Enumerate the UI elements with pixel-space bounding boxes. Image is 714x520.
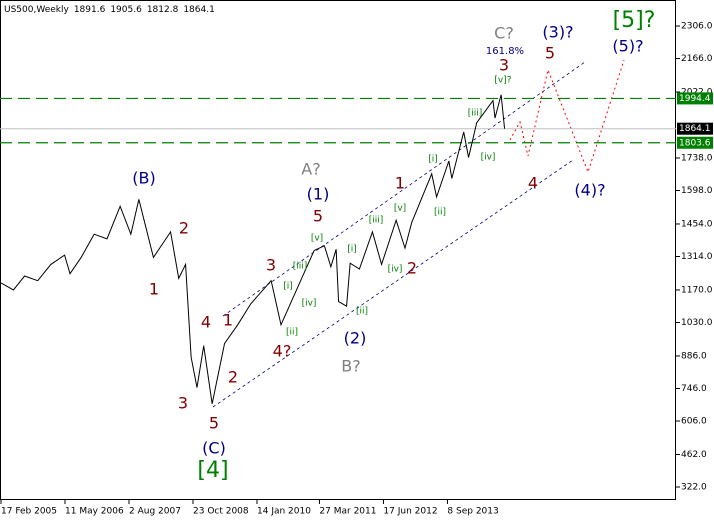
wave-label: [i] xyxy=(283,282,293,292)
wave-label: (C) xyxy=(202,439,226,458)
wave-label: 3 xyxy=(499,56,509,75)
wave-label: [i] xyxy=(347,245,357,255)
x-tick-label: 8 Sep 2013 xyxy=(447,507,498,517)
wave-label: (2) xyxy=(344,329,367,348)
y-tick-label: 1170.0 xyxy=(681,285,713,295)
y-tick-label: 462.0 xyxy=(681,450,707,460)
wave-label: [ii] xyxy=(286,328,298,338)
wave-label: A? xyxy=(301,160,320,179)
wave-label: [iv] xyxy=(481,153,496,163)
level-box xyxy=(677,122,713,135)
ohlc-value: 1891.6 xyxy=(74,5,106,15)
ohlc-value: 1812.8 xyxy=(147,5,179,15)
wave-label: [iii] xyxy=(293,262,308,272)
wave-label: 5 xyxy=(313,207,323,226)
x-tick-label: 2 Aug 2007 xyxy=(129,507,181,517)
y-tick-label: 1314.0 xyxy=(681,252,713,262)
wave-label: [5]? xyxy=(613,8,656,33)
level-label: 1803.6 xyxy=(679,138,711,148)
wave-label: 2 xyxy=(228,368,238,387)
wave-label: (B) xyxy=(132,169,155,188)
wave-label: 1 xyxy=(149,280,159,299)
x-tick-label: 23 Oct 2008 xyxy=(193,507,249,517)
x-tick-label: 17 Jun 2012 xyxy=(383,507,437,517)
ohlc-value: 1905.6 xyxy=(110,5,142,15)
wave-label: C? xyxy=(494,24,514,43)
wave-label: 3 xyxy=(178,394,188,413)
wave-label: 161.8% xyxy=(486,46,524,57)
wave-label: B? xyxy=(341,357,360,376)
plot-frame xyxy=(0,0,676,500)
x-tick-label: 27 Mar 2011 xyxy=(319,507,376,517)
y-tick-label: 322.0 xyxy=(681,482,707,492)
wave-label: 3 xyxy=(266,256,276,275)
wave-label: [iv] xyxy=(388,265,403,275)
level-label: 1994.4 xyxy=(679,94,711,104)
wave-label: (3)? xyxy=(542,23,573,42)
wave-label: (5)? xyxy=(612,37,643,56)
wave-label: [v] xyxy=(394,204,406,214)
ohlc-value: 1864.1 xyxy=(183,5,215,15)
y-tick-label: 1738.0 xyxy=(681,153,713,163)
wave-label: 4? xyxy=(273,342,292,361)
wave-label: 1 xyxy=(223,311,233,330)
y-tick-label: 606.0 xyxy=(681,417,707,427)
wave-label: 5 xyxy=(545,44,555,63)
wave-label: 5 xyxy=(209,414,219,433)
wave-label: 1 xyxy=(395,174,405,193)
level-box xyxy=(677,92,713,105)
wave-label: 4 xyxy=(528,174,538,193)
wave-label: [ii] xyxy=(356,307,368,317)
y-tick-label: 1598.0 xyxy=(681,186,713,196)
y-tick-label: 2306.0 xyxy=(681,22,713,32)
x-tick-label: 17 Feb 2005 xyxy=(1,507,57,517)
channel xyxy=(212,61,586,408)
wave-label: [4] xyxy=(197,458,228,483)
wave-label: [v] xyxy=(311,234,323,244)
wave-label: 2 xyxy=(179,219,189,238)
level-box xyxy=(677,136,713,149)
wave-label: [i] xyxy=(428,155,438,165)
wave-label: 2 xyxy=(407,259,417,278)
y-tick-label: 746.0 xyxy=(681,384,707,394)
wave-label: (1) xyxy=(307,185,330,204)
y-tick-label: 886.0 xyxy=(681,351,707,361)
y-tick-label: 2166.0 xyxy=(681,54,713,64)
x-tick-label: 11 May 2006 xyxy=(65,507,124,517)
wave-label: [ii] xyxy=(434,208,446,218)
wave-label: [iii] xyxy=(468,109,483,119)
chart-title: US500,Weekly 1891.6 1905.6 1812.8 1864.1 xyxy=(4,5,215,15)
wave-label: 4 xyxy=(201,313,211,332)
level-label: 1864.1 xyxy=(679,124,711,134)
wave-label: [iv] xyxy=(302,299,317,309)
x-tick-label: 14 Jan 2010 xyxy=(257,507,311,517)
wave-label: [iii] xyxy=(369,216,384,226)
y-tick-label: 1454.0 xyxy=(681,219,713,229)
price-line xyxy=(0,94,506,404)
wave-label: (4)? xyxy=(574,181,605,200)
wave-label: [v]? xyxy=(494,76,511,86)
title-symbol: US500,Weekly xyxy=(4,5,69,15)
y-tick-label: 1030.0 xyxy=(681,318,713,328)
